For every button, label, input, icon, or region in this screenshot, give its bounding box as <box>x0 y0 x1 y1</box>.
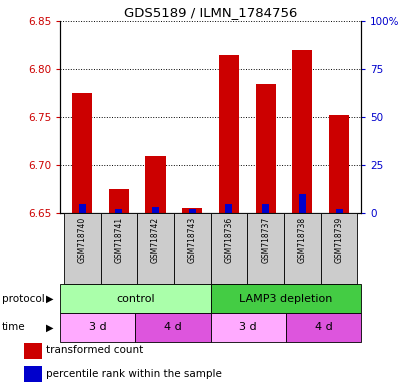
Bar <box>211 284 361 313</box>
Text: 3 d: 3 d <box>239 322 257 333</box>
Bar <box>100 213 137 284</box>
Text: LAMP3 depletion: LAMP3 depletion <box>239 293 332 304</box>
Title: GDS5189 / ILMN_1784756: GDS5189 / ILMN_1784756 <box>124 5 297 18</box>
Bar <box>329 115 349 213</box>
Bar <box>115 209 122 213</box>
Bar <box>335 209 342 213</box>
Text: transformed count: transformed count <box>46 345 143 355</box>
Text: ▶: ▶ <box>46 322 54 333</box>
Bar <box>299 194 306 213</box>
Bar <box>219 55 239 213</box>
Text: GSM718741: GSM718741 <box>115 217 123 263</box>
Bar <box>109 189 129 213</box>
Bar <box>72 93 92 213</box>
Bar <box>152 207 159 213</box>
Bar <box>79 204 86 213</box>
Bar <box>174 213 210 284</box>
Bar <box>24 343 42 359</box>
Text: ▶: ▶ <box>46 293 54 304</box>
Text: GSM718739: GSM718739 <box>334 217 344 263</box>
Bar <box>225 204 232 213</box>
Text: 4 d: 4 d <box>164 322 182 333</box>
Text: percentile rank within the sample: percentile rank within the sample <box>46 369 222 379</box>
Bar <box>182 209 203 213</box>
Text: control: control <box>116 293 155 304</box>
Bar <box>24 366 42 382</box>
Text: GSM718742: GSM718742 <box>151 217 160 263</box>
Bar <box>64 213 100 284</box>
Text: GSM718737: GSM718737 <box>261 217 270 263</box>
Bar <box>60 284 211 313</box>
Bar <box>211 213 247 284</box>
Bar <box>286 313 361 342</box>
Text: GSM718743: GSM718743 <box>188 217 197 263</box>
Bar <box>146 156 166 213</box>
Text: time: time <box>2 322 26 333</box>
Bar <box>211 313 286 342</box>
Bar <box>137 213 174 284</box>
Bar <box>292 50 312 213</box>
Text: 3 d: 3 d <box>89 322 107 333</box>
Text: GSM718736: GSM718736 <box>225 217 234 263</box>
Bar <box>189 209 196 213</box>
Bar <box>321 213 357 284</box>
Bar <box>284 213 321 284</box>
Bar <box>247 213 284 284</box>
Bar <box>60 313 135 342</box>
Bar <box>135 313 210 342</box>
Text: GSM718738: GSM718738 <box>298 217 307 263</box>
Text: 4 d: 4 d <box>315 322 332 333</box>
Text: protocol: protocol <box>2 293 45 304</box>
Text: GSM718740: GSM718740 <box>78 217 87 263</box>
Bar <box>256 84 276 213</box>
Bar <box>262 204 269 213</box>
